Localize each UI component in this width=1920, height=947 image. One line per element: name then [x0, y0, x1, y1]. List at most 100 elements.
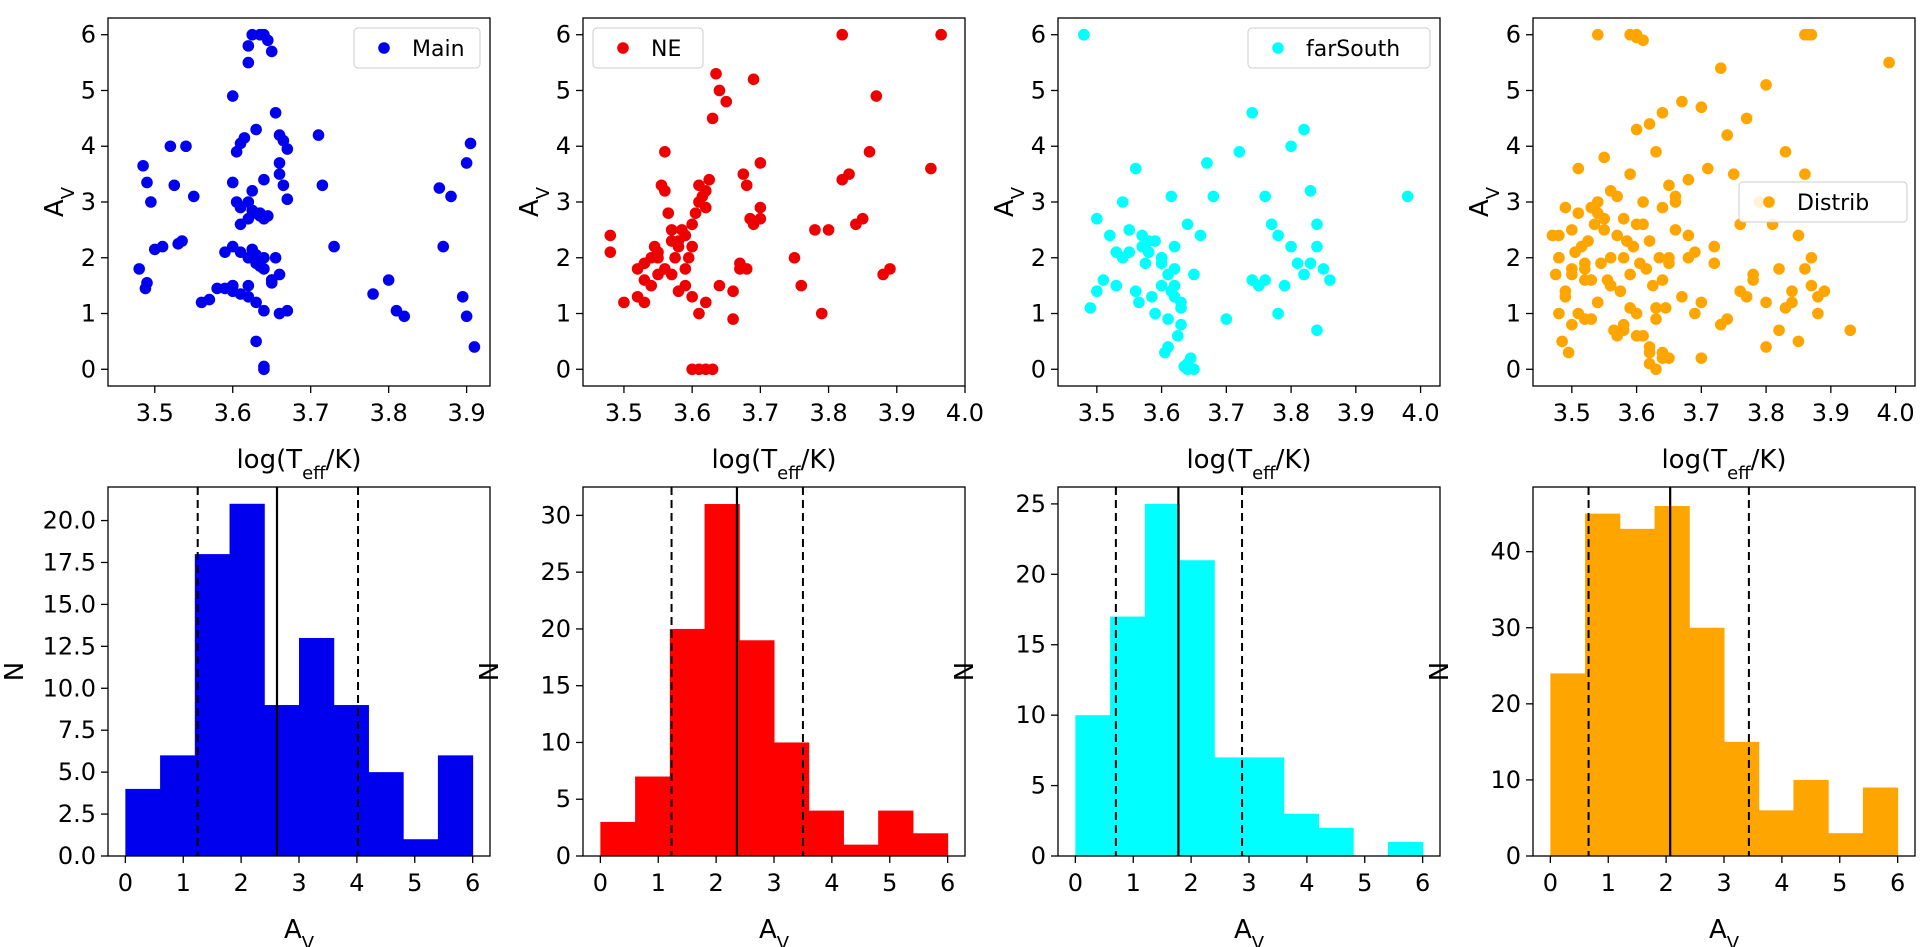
- data-point: [706, 363, 719, 376]
- hist-ne-bars: [600, 504, 949, 856]
- scatter-farsouth-ytick-label: 0: [1031, 355, 1046, 383]
- scatter-distrib-xtick-label: 4.0: [1876, 399, 1914, 427]
- hist-farsouth-xtick-label: 1: [1126, 869, 1141, 897]
- data-point: [679, 263, 692, 275]
- histogram-bar: [1758, 810, 1794, 856]
- data-point: [1572, 162, 1585, 175]
- data-point: [1272, 229, 1284, 242]
- histogram-bar: [1249, 757, 1285, 856]
- data-point: [1317, 263, 1330, 275]
- scatter-distrib-xtick-label: 3.8: [1747, 399, 1785, 427]
- scatter-farsouth-ytick-label: 5: [1031, 76, 1046, 104]
- hist-main-xtick-label: 4: [349, 869, 364, 897]
- legend-box: [592, 27, 704, 69]
- scatter-ne-ytick-label: 4: [556, 132, 571, 160]
- scatter-distrib-xtick-label: 3.5: [1553, 399, 1591, 427]
- data-point: [1669, 190, 1682, 203]
- hist-ne-xtick-label: 2: [708, 869, 723, 897]
- data-point: [1650, 302, 1662, 314]
- data-point: [693, 307, 705, 320]
- data-point: [1595, 257, 1607, 270]
- hist-main-ytick-label: 0.0: [58, 842, 96, 870]
- data-point: [925, 162, 937, 175]
- data-point: [254, 207, 266, 219]
- data-point: [1220, 313, 1233, 325]
- data-point: [312, 129, 325, 141]
- data-point: [1598, 151, 1611, 164]
- data-point: [1155, 251, 1168, 264]
- data-point: [1792, 229, 1805, 242]
- scatter-ne-xtick-label: 3.9: [878, 399, 916, 427]
- data-point: [1630, 307, 1643, 320]
- data-point: [1311, 324, 1323, 337]
- data-point: [367, 288, 379, 300]
- scatter-main-ytick-label: 4: [81, 132, 96, 160]
- data-point: [1714, 318, 1727, 331]
- hist-farsouth-ytick-label: 25: [1015, 490, 1046, 518]
- scatter-ne-xlabel: log(Teff/K): [711, 445, 836, 484]
- data-point: [836, 173, 849, 186]
- data-point: [226, 90, 239, 102]
- scatter-ne-ytick-label: 6: [556, 21, 571, 49]
- data-point: [460, 310, 473, 323]
- data-point: [141, 176, 153, 189]
- data-point: [699, 201, 712, 214]
- hist-farsouth-xtick-label: 6: [1415, 869, 1430, 897]
- data-point: [1123, 224, 1136, 236]
- data-point: [1669, 224, 1682, 236]
- data-point: [1591, 196, 1604, 208]
- legend-marker: [1763, 196, 1775, 208]
- hist-farsouth-ytick-label: 20: [1015, 560, 1046, 588]
- data-point: [1630, 123, 1643, 136]
- hist-main-ytick-label: 10.0: [43, 674, 96, 702]
- scatter-farsouth-ytick-label: 3: [1031, 188, 1046, 216]
- data-point: [1656, 106, 1669, 119]
- hist-ne-xtick-label: 1: [651, 869, 666, 897]
- hist-main-xtick-label: 2: [233, 869, 248, 897]
- data-point: [679, 229, 692, 242]
- data-point: [1659, 302, 1672, 314]
- hist-farsouth-xtick-label: 0: [1068, 869, 1083, 897]
- data-point: [662, 207, 675, 219]
- data-point: [250, 249, 262, 261]
- legend-box: [1247, 27, 1431, 69]
- hist-farsouth-xlabel: AV: [1234, 915, 1265, 947]
- data-point: [258, 363, 270, 376]
- histogram-bar: [264, 705, 300, 856]
- data-point: [168, 179, 181, 192]
- hist-ne-xlabel: AV: [759, 915, 790, 947]
- scatter-ne-ytick-label: 1: [556, 300, 571, 328]
- data-point: [737, 168, 750, 180]
- data-point: [1298, 123, 1310, 136]
- data-point: [1682, 251, 1695, 264]
- scatter-ne-ylabel: AV: [515, 186, 554, 217]
- data-point: [180, 140, 192, 153]
- data-point: [1136, 240, 1148, 253]
- data-point: [754, 157, 767, 169]
- data-point: [1259, 190, 1271, 203]
- data-point: [1630, 330, 1643, 342]
- scatter-main-frame: [107, 17, 491, 387]
- data-point: [258, 304, 270, 317]
- data-point: [1591, 296, 1604, 309]
- data-point: [1201, 157, 1213, 169]
- data-point: [164, 140, 177, 153]
- data-point: [710, 67, 722, 80]
- data-point: [631, 290, 644, 303]
- data-point: [1175, 296, 1187, 309]
- hist-ne-ytick-label: 25: [540, 558, 571, 586]
- histogram-bar: [635, 776, 671, 856]
- data-point: [328, 240, 340, 253]
- data-point: [156, 240, 169, 253]
- scatter-ne-ytick-label: 3: [556, 188, 571, 216]
- data-point: [1650, 146, 1662, 158]
- histogram-bar: [403, 839, 439, 856]
- hist-distrib-xtick-label: 5: [1832, 869, 1847, 897]
- hist-farsouth-ytick-label: 15: [1015, 631, 1046, 659]
- data-point: [604, 229, 617, 242]
- data-point: [1162, 313, 1174, 325]
- data-point: [1727, 168, 1740, 180]
- data-point: [1097, 274, 1110, 286]
- data-point: [1611, 190, 1623, 203]
- data-point: [265, 274, 278, 286]
